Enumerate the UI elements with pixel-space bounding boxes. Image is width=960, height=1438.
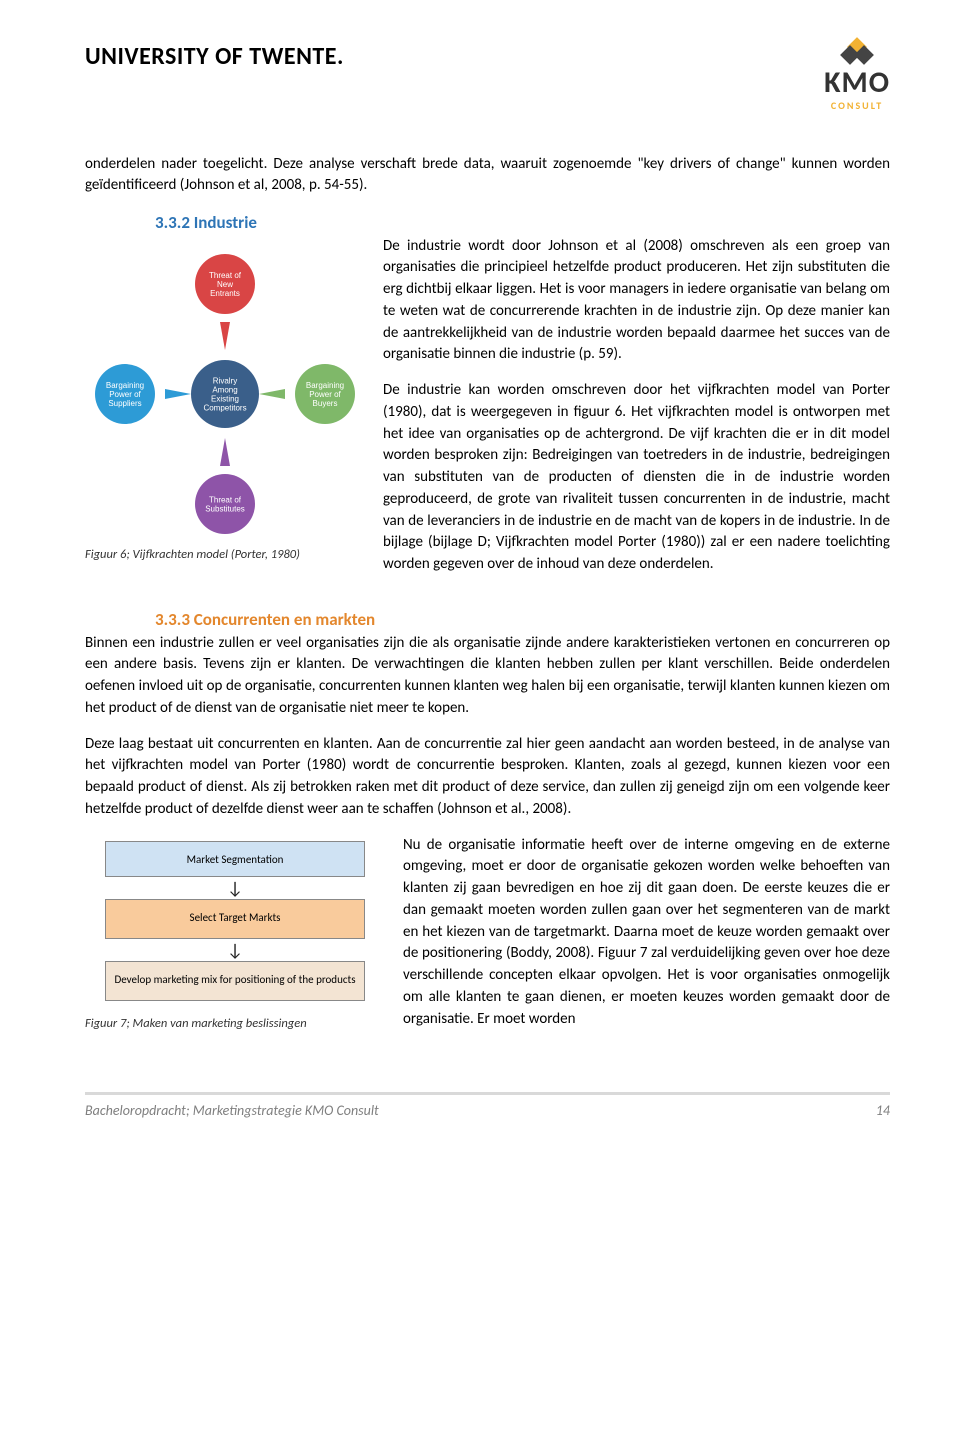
heading-3-3-2: 3.3.2 Industrie [155,211,890,236]
svg-text:Power of: Power of [309,390,341,399]
page-footer: Bacheloropdracht; Marketingstrategie KMO… [85,1092,890,1121]
svg-text:Existing: Existing [211,394,239,403]
svg-text:Bargaining: Bargaining [106,381,144,390]
heading-3-3-3: 3.3.3 Concurrenten en markten [155,608,890,633]
kmo-wordmark: KMO [824,68,890,98]
svg-text:Substitutes: Substitutes [205,504,245,513]
down-arrow-icon: ↓ [85,879,385,897]
svg-text:Buyers: Buyers [313,399,338,408]
svg-text:Threat of: Threat of [209,495,242,504]
university-logo: UNIVERSITY OF TWENTE. [85,40,344,75]
footer-title: Bacheloropdracht; Marketingstrategie KMO… [85,1101,379,1121]
footer-page-number: 14 [876,1101,890,1121]
porter-five-forces-diagram: Threat ofNewEntrantsBargainingPower ofSu… [85,242,365,542]
flowchart-box-target: Select Target Markts [105,899,365,939]
kmo-logo: KMO CONSULT [824,40,890,114]
flowchart-box-segmentation: Market Segmentation [105,841,365,877]
svg-text:Bargaining: Bargaining [306,381,344,390]
svg-text:Among: Among [212,385,237,394]
svg-text:Competitors: Competitors [203,403,246,412]
svg-text:Threat of: Threat of [209,271,242,280]
kmo-diamond-icon [843,40,871,66]
down-arrow-icon: ↓ [85,941,385,959]
figure-7-caption: Figuur 7; Maken van marketing beslissing… [85,1015,385,1033]
intro-paragraph: onderdelen nader toegelicht. Deze analys… [85,154,890,198]
section-333-para-2: Deze laag bestaat uit concurrenten en kl… [85,734,890,821]
figure-6-porter: Threat ofNewEntrantsBargainingPower ofSu… [85,242,365,564]
flowchart-box-positioning: Develop marketing mix for positioning of… [105,961,365,1001]
kmo-subtext: CONSULT [831,99,883,114]
section-333-para-1: Binnen een industrie zullen er veel orga… [85,633,890,720]
page-header: UNIVERSITY OF TWENTE. KMO CONSULT [85,40,890,114]
figure-6-caption: Figuur 6; Vijfkrachten model (Porter, 19… [85,546,365,564]
figure-7-flowchart: Market Segmentation ↓ Select Target Mark… [85,841,385,1033]
svg-text:New: New [217,280,233,289]
svg-text:Power of: Power of [109,390,141,399]
svg-text:Suppliers: Suppliers [108,399,141,408]
svg-text:Rivalry: Rivalry [213,376,237,385]
svg-text:Entrants: Entrants [210,289,240,298]
